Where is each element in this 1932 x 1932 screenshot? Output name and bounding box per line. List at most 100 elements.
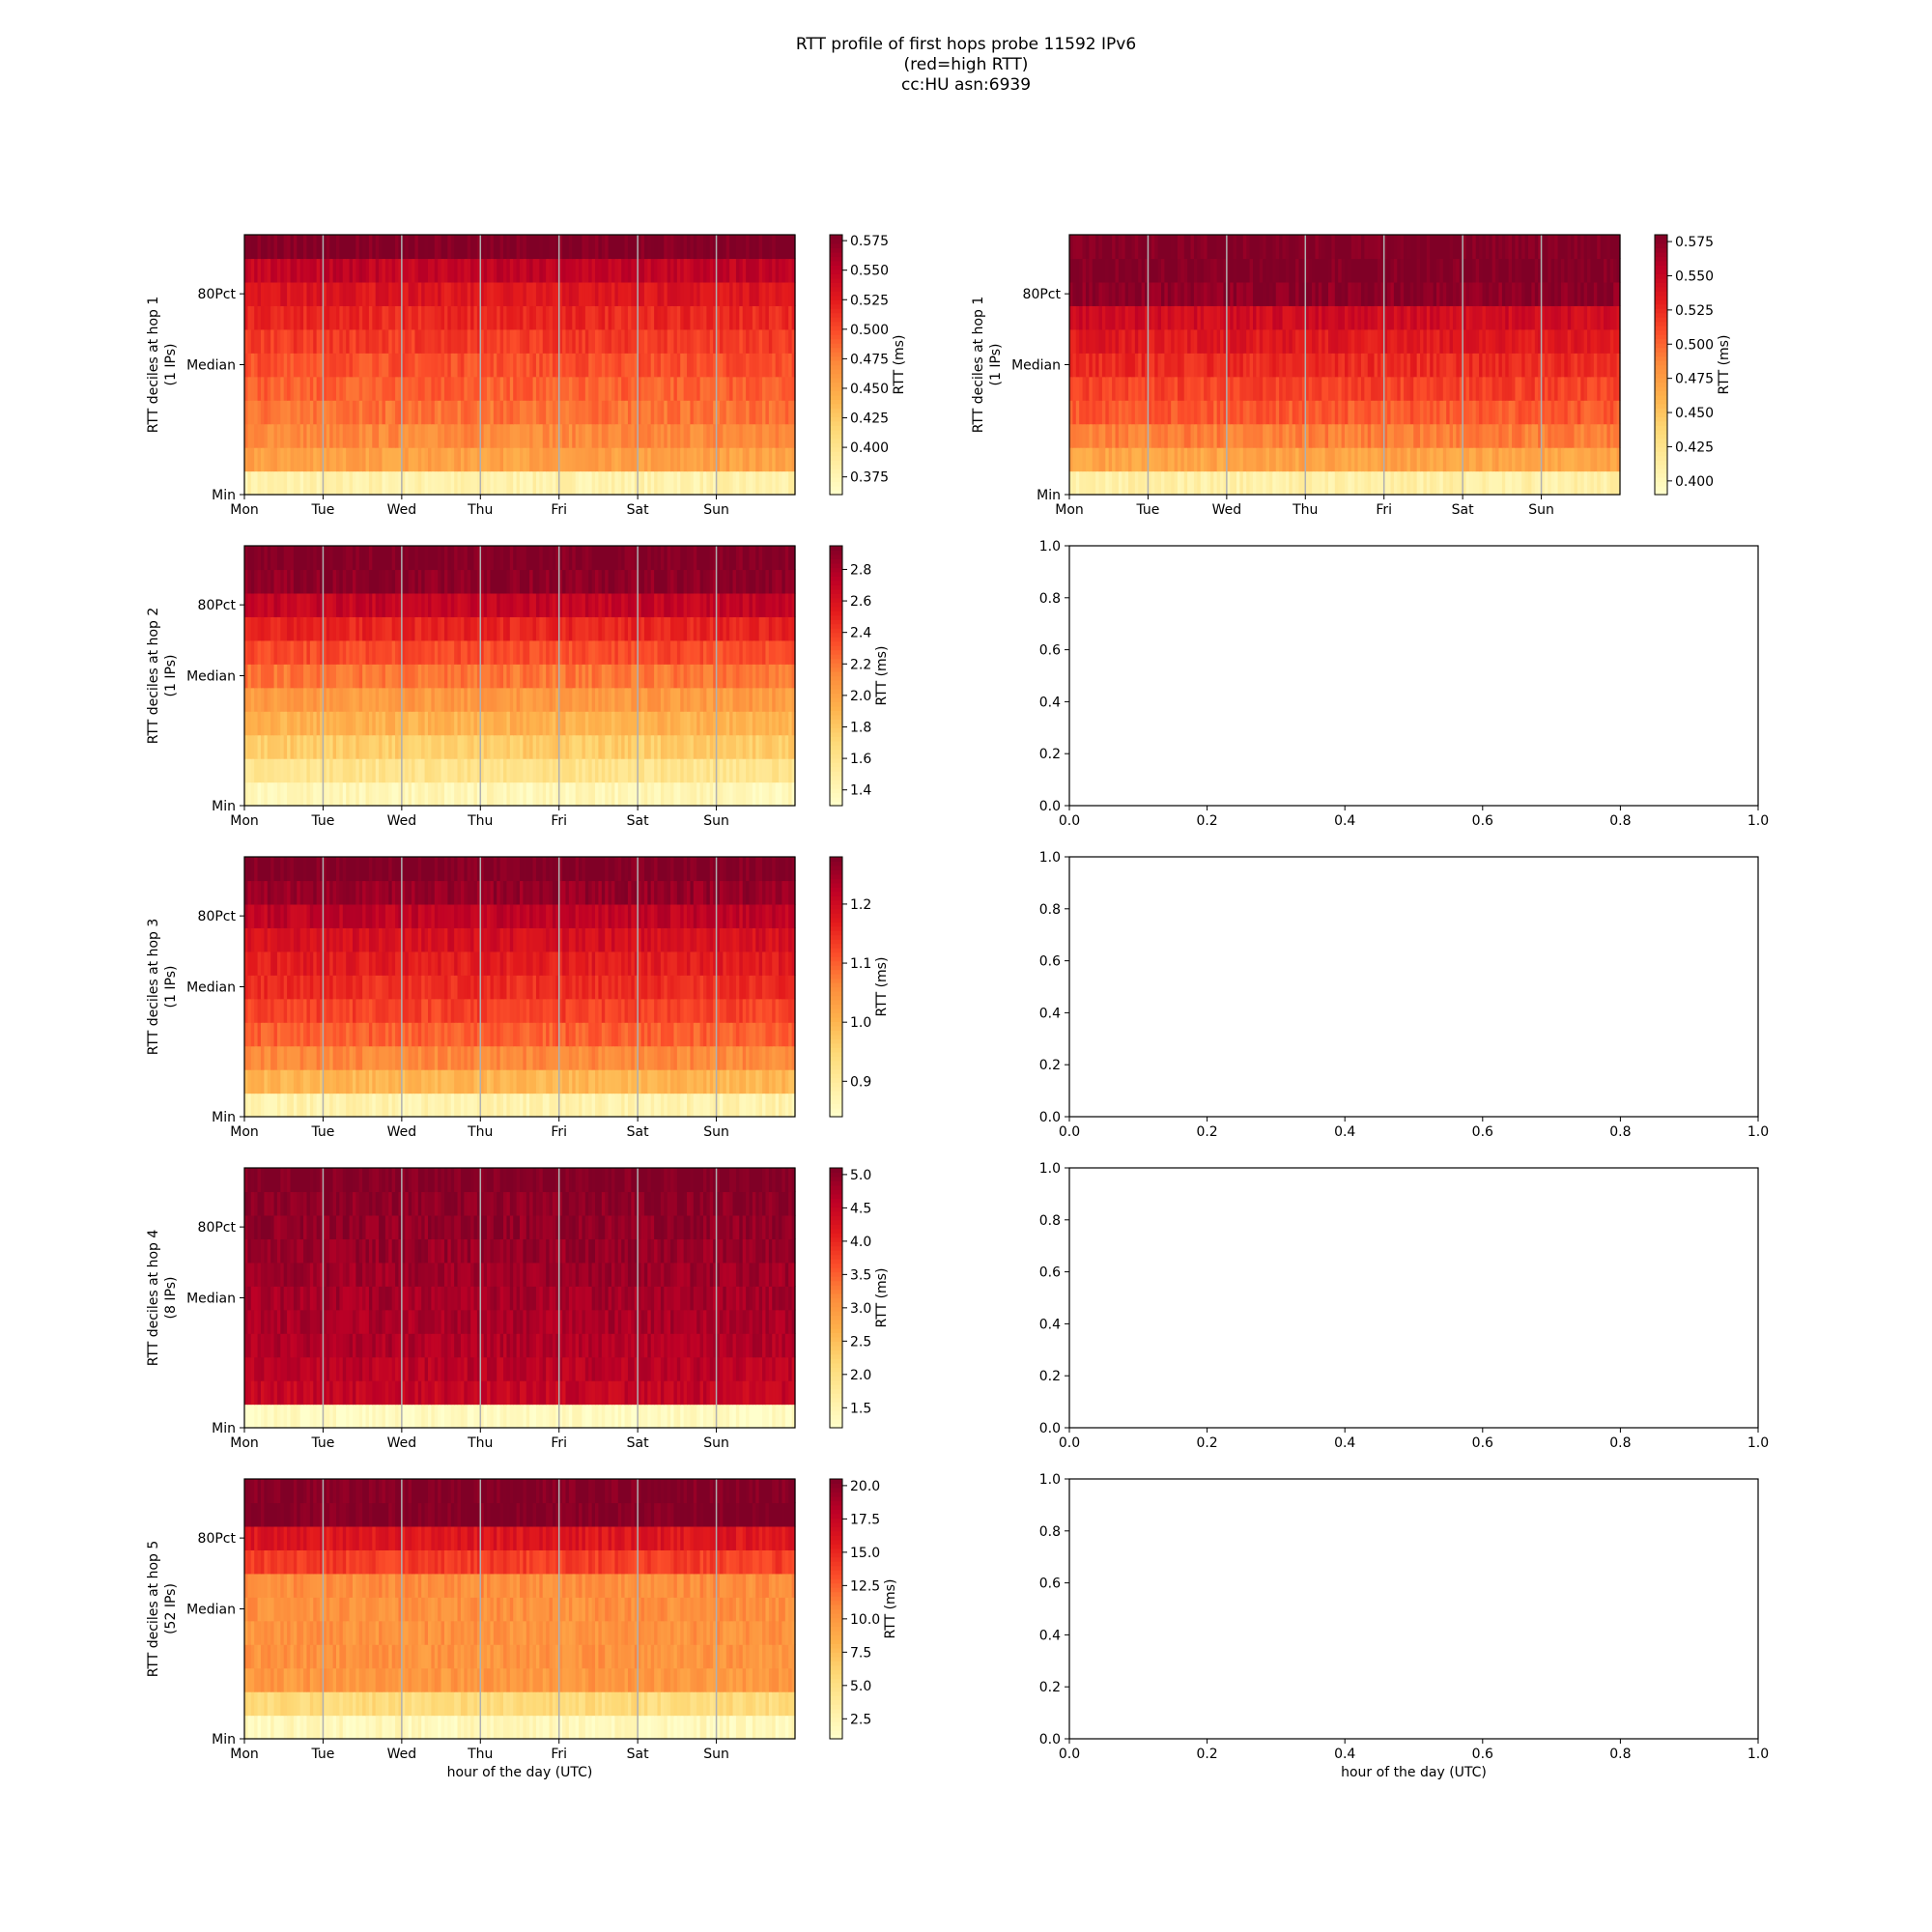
heatmap-cell	[1613, 447, 1617, 471]
heatmap-cell	[1086, 305, 1090, 329]
heatmap-cell	[673, 688, 677, 712]
heatmap-cell	[651, 688, 655, 712]
colorbar-segment	[830, 326, 842, 330]
heatmap-cell	[1109, 329, 1113, 354]
y-axis-label-count: (1 IPs)	[163, 344, 179, 386]
heatmap-cell	[339, 688, 343, 712]
heatmap-cell	[729, 282, 733, 306]
heatmap-cell	[329, 758, 333, 782]
colorbar-segment	[830, 308, 842, 313]
colorbar-segment	[830, 486, 842, 491]
heatmap-cell	[284, 688, 288, 712]
heatmap-cell	[339, 664, 343, 688]
colorbar-segment	[1655, 395, 1667, 400]
heatmap-cell	[376, 664, 380, 688]
heatmap-cell	[776, 377, 780, 401]
heatmap-cell	[1072, 424, 1076, 448]
heatmap-cell	[1095, 471, 1099, 496]
heatmap-cell	[1476, 400, 1480, 424]
heatmap-cell	[468, 258, 471, 282]
heatmap-cell	[329, 400, 333, 424]
heatmap-cell	[513, 758, 517, 782]
heatmap-cell	[614, 447, 618, 471]
heatmap-cell	[592, 353, 596, 377]
heatmap-cell	[468, 353, 471, 377]
heatmap-cell	[776, 688, 780, 712]
heatmap-cell	[743, 258, 747, 282]
heatmap-cell	[490, 664, 494, 688]
heatmap-cell	[329, 329, 333, 354]
heatmap-cell	[1086, 424, 1090, 448]
heatmap-cell	[284, 711, 288, 735]
heatmap-cell	[468, 447, 471, 471]
heatmap-cell	[696, 377, 700, 401]
heatmap-cell	[1201, 447, 1205, 471]
heatmap-cell	[1498, 305, 1502, 329]
heatmap-cell	[1187, 353, 1191, 377]
heatmap-cell	[788, 664, 792, 688]
colorbar-segment	[1655, 235, 1667, 240]
heatmap-cell	[605, 353, 609, 377]
heatmap-cell	[1086, 329, 1090, 354]
colorbar-tick-label: 0.525	[1675, 303, 1714, 319]
heatmap-cell	[1256, 258, 1260, 282]
heatmap-cell	[317, 664, 321, 688]
colorbar-tick-label: 0.550	[850, 264, 889, 279]
colorbar-segment	[1655, 313, 1667, 318]
heatmap-cell	[385, 711, 389, 735]
heatmap-cell	[1406, 329, 1410, 354]
heatmap-cell	[317, 353, 321, 377]
heatmap-cell	[788, 688, 792, 712]
heatmap-cell	[490, 235, 494, 259]
heatmap-cell	[1279, 305, 1283, 329]
heatmap-cell	[247, 329, 251, 354]
heatmap-cell	[339, 305, 343, 329]
colorbar-segment	[830, 243, 842, 248]
heatmap-cell	[1476, 424, 1480, 448]
heatmap-cell	[729, 758, 733, 782]
heatmap-cell	[261, 258, 265, 282]
heatmap-cell	[729, 711, 733, 735]
colorbar-segment	[1655, 360, 1667, 365]
heatmap-cell	[1613, 235, 1617, 259]
colorbar-segment	[1655, 291, 1667, 296]
heatmap-cell	[1178, 353, 1181, 377]
heatmap-cell	[409, 353, 412, 377]
heatmap-cell	[1439, 305, 1443, 329]
heatmap-cell	[765, 353, 769, 377]
heatmap-cell	[1269, 377, 1273, 401]
heatmap-cell	[546, 329, 550, 354]
heatmap-cell	[582, 758, 585, 782]
heatmap-cell	[605, 258, 609, 282]
heatmap-cell	[1246, 235, 1250, 259]
heatmap-cell	[1119, 447, 1122, 471]
heatmap-cell	[1361, 258, 1365, 282]
heatmap-cell	[444, 471, 448, 496]
heatmap-cell	[776, 711, 780, 735]
heatmap-cell	[673, 424, 677, 448]
heatmap-cell	[1325, 377, 1329, 401]
heatmap-cell	[1338, 329, 1342, 354]
heatmap-cell	[1338, 353, 1342, 377]
heatmap-cell	[1590, 424, 1594, 448]
heatmap-cell	[513, 235, 517, 259]
heatmap-cell	[1348, 329, 1351, 354]
heatmap-cell	[317, 688, 321, 712]
heatmap-cell	[306, 235, 310, 259]
heatmap-cell	[1439, 258, 1443, 282]
heatmap-cell	[294, 353, 298, 377]
heatmap-cell	[1498, 353, 1502, 377]
heatmap-cell	[362, 400, 366, 424]
heatmap-cell	[696, 353, 700, 377]
heatmap-cell	[1325, 424, 1329, 448]
heatmap-cell	[1201, 424, 1205, 448]
heatmap-cell	[270, 471, 274, 496]
x-tick-label: Thu	[467, 502, 493, 518]
heatmap-cell	[376, 424, 380, 448]
heatmap-cell	[444, 377, 448, 401]
heatmap-cell	[490, 282, 494, 306]
heatmap-cell	[385, 782, 389, 807]
heatmap-cell	[684, 758, 688, 782]
heatmap-cell	[454, 424, 458, 448]
heatmap-cell	[1476, 305, 1480, 329]
